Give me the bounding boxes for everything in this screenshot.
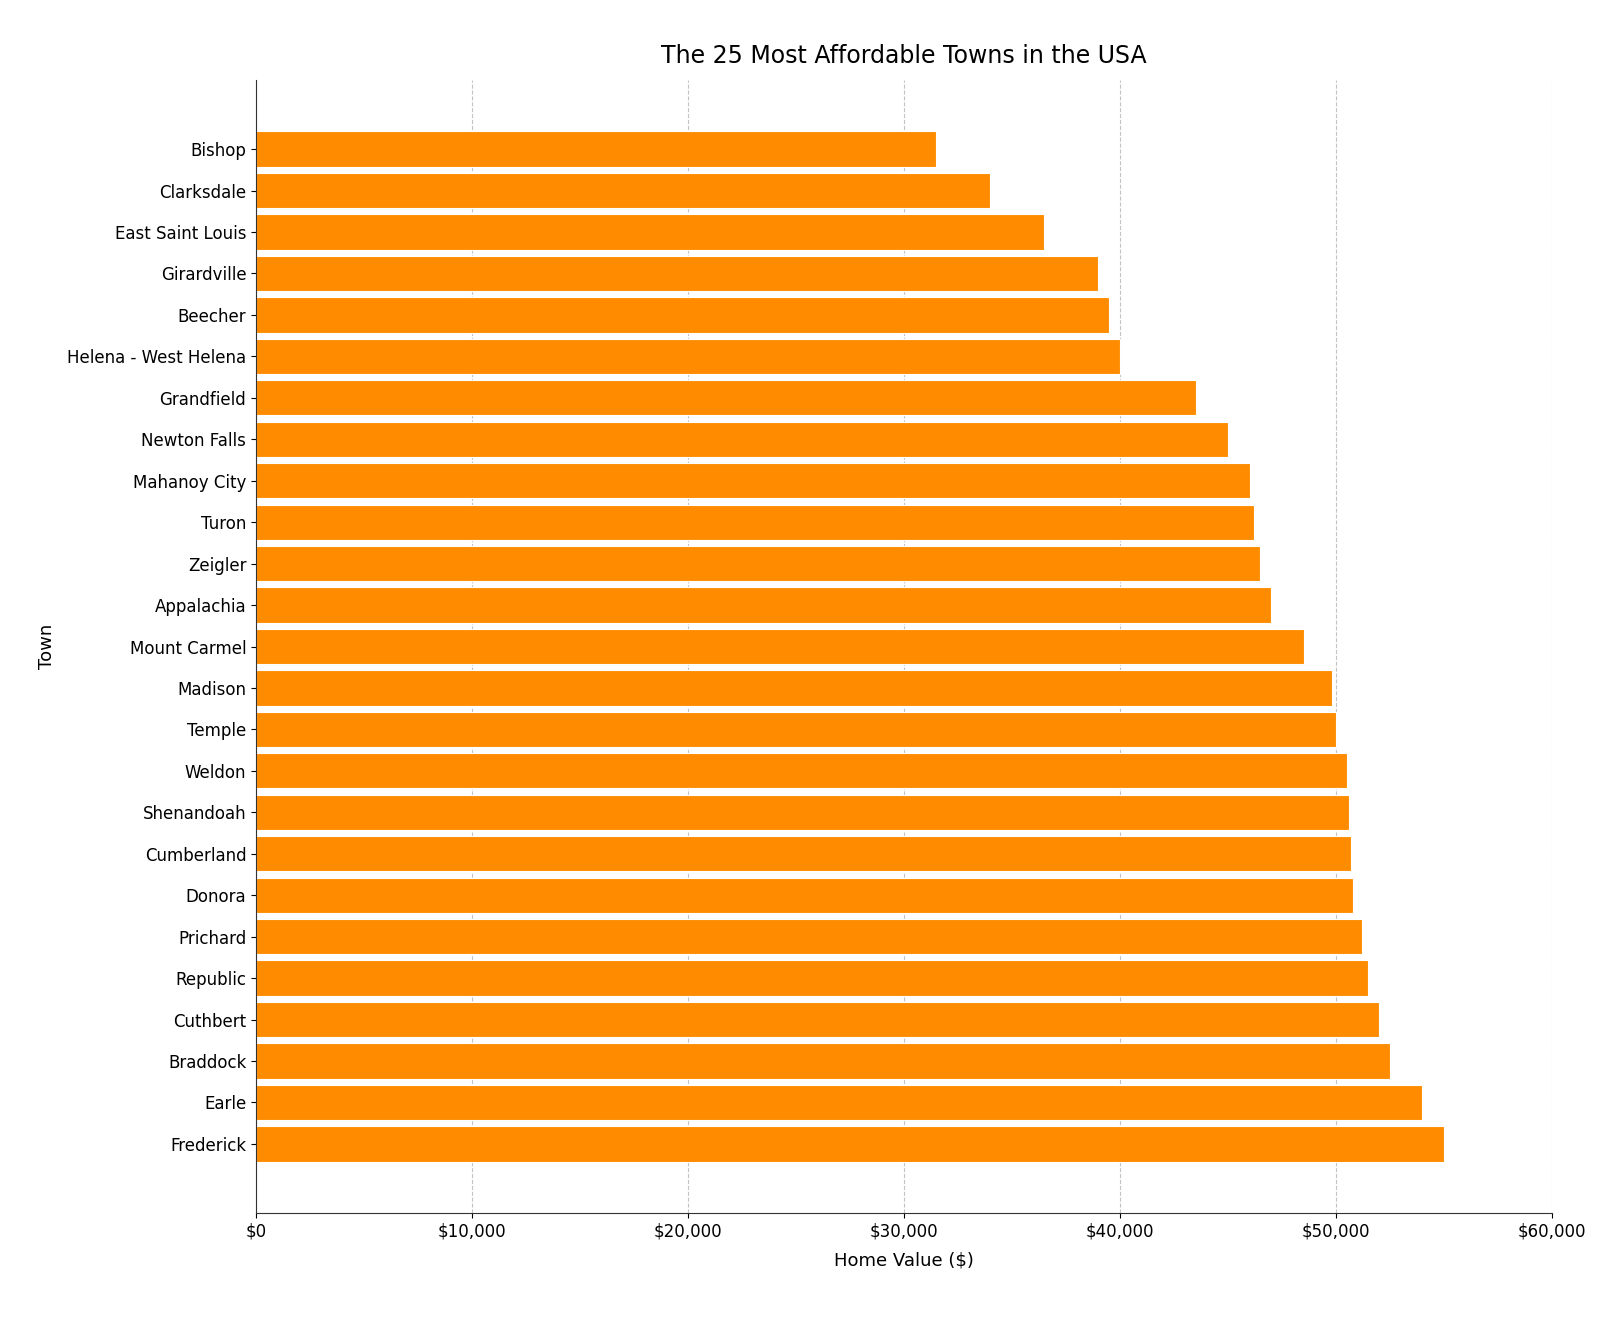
Bar — [256, 504, 1254, 540]
Bar — [256, 215, 1045, 249]
X-axis label: Home Value ($): Home Value ($) — [834, 1252, 974, 1270]
Bar — [256, 1044, 1390, 1078]
Bar — [256, 1085, 1422, 1120]
Bar — [256, 961, 1368, 996]
Bar — [256, 421, 1229, 457]
Title: The 25 Most Affordable Towns in the USA: The 25 Most Affordable Towns in the USA — [661, 44, 1147, 68]
Bar — [256, 670, 1331, 705]
Bar — [256, 794, 1349, 830]
Bar — [256, 380, 1195, 416]
Bar — [256, 588, 1272, 623]
Bar — [256, 877, 1354, 913]
Bar — [256, 132, 936, 167]
Bar — [256, 753, 1347, 789]
Y-axis label: Town: Town — [38, 624, 56, 669]
Bar — [256, 836, 1350, 872]
Bar — [256, 1126, 1443, 1161]
Bar — [256, 629, 1304, 664]
Bar — [256, 547, 1261, 581]
Bar — [256, 256, 1099, 291]
Bar — [256, 173, 990, 208]
Bar — [256, 297, 1109, 332]
Bar — [256, 918, 1362, 954]
Bar — [256, 1002, 1379, 1037]
Bar — [256, 339, 1120, 375]
Bar — [256, 463, 1250, 499]
Bar — [256, 712, 1336, 746]
